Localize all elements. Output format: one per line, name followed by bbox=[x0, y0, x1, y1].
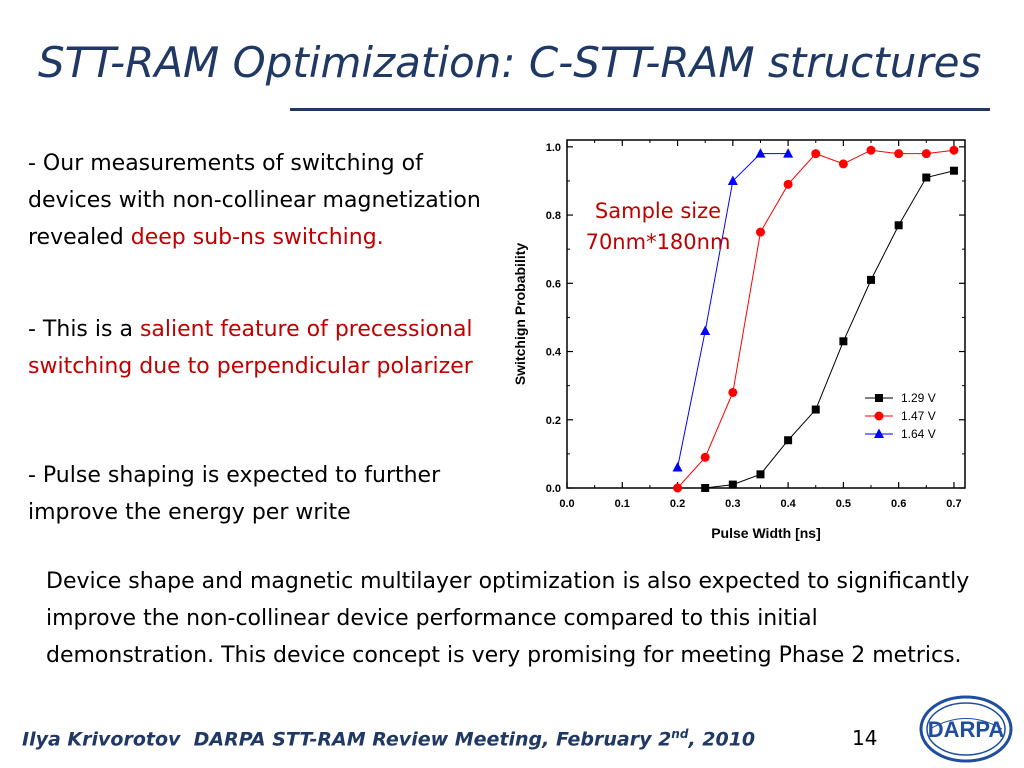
x-tick-label: 0.0 bbox=[559, 498, 574, 510]
bullet-text: - Our measurements of switching of devic… bbox=[28, 151, 481, 250]
data-point bbox=[866, 145, 876, 155]
x-tick-label: 0.3 bbox=[725, 498, 740, 510]
data-point bbox=[755, 148, 766, 158]
data-point bbox=[949, 145, 959, 155]
data-point bbox=[922, 173, 931, 182]
data-point bbox=[894, 221, 903, 230]
footer-meeting: DARPA STT-RAM Review Meeting, February 2 bbox=[193, 728, 672, 751]
y-tick-label: 1.0 bbox=[546, 142, 561, 154]
data-point bbox=[756, 470, 765, 479]
x-tick-label: 0.2 bbox=[670, 498, 685, 510]
y-tick-label: 0.2 bbox=[546, 415, 561, 427]
data-point bbox=[867, 275, 876, 284]
footer: Ilya Krivorotov DARPA STT-RAM Review Mee… bbox=[22, 727, 755, 750]
bullet-text: - This is a bbox=[28, 317, 140, 342]
bullet-text: - Pulse shaping is expected to further i… bbox=[28, 463, 441, 525]
sample-note-line: Sample size bbox=[594, 199, 722, 223]
series-line bbox=[705, 170, 955, 489]
data-point bbox=[784, 436, 793, 445]
y-tick-label: 0.6 bbox=[546, 278, 561, 290]
page-number: 14 bbox=[852, 726, 878, 750]
chart-container: 0.0 0.1 0.2 0.3 0.4 0.5 0.6 0.7 0.0 0.2 0.4 0.6 0.8 1… bbox=[505, 128, 975, 560]
svg-text:DARPA: DARPA bbox=[928, 717, 1005, 742]
data-point bbox=[728, 387, 738, 397]
legend-marker bbox=[874, 428, 884, 438]
bullet-item: - This is a salient feature of precessio… bbox=[28, 311, 508, 385]
plot-frame bbox=[566, 139, 966, 489]
footer-author: Ilya Krivorotov bbox=[22, 728, 181, 751]
data-point bbox=[700, 325, 711, 336]
bullet-item: - Pulse shaping is expected to further i… bbox=[28, 457, 508, 531]
y-tick-label: 0.0 bbox=[546, 483, 561, 495]
data-point bbox=[700, 452, 710, 462]
title-underline bbox=[290, 108, 990, 111]
darpa-logo: DARPA bbox=[919, 695, 1013, 763]
data-point bbox=[949, 166, 958, 175]
data-point bbox=[727, 175, 738, 185]
slide-title: STT-RAM Optimization: C-STT-RAM structur… bbox=[38, 38, 982, 87]
summary-paragraph: Device shape and magnetic multilayer opt… bbox=[46, 569, 970, 668]
legend-marker bbox=[875, 394, 883, 402]
sample-note-line: 70nm*180nm bbox=[585, 230, 731, 254]
legend-label: 1.47 V bbox=[901, 409, 936, 423]
x-axis-label: Pulse Width [ns] bbox=[711, 525, 821, 541]
x-tick-label: 0.4 bbox=[780, 498, 796, 510]
data-point bbox=[783, 148, 794, 158]
data-point bbox=[673, 483, 683, 493]
x-tick-label: 0.7 bbox=[946, 498, 961, 510]
legend-marker bbox=[874, 411, 884, 421]
x-tick-label: 0.6 bbox=[891, 498, 906, 510]
footer-superscript: nd bbox=[671, 727, 689, 741]
data-point bbox=[921, 149, 931, 159]
switching-probability-chart: 0.0 0.1 0.2 0.3 0.4 0.5 0.6 0.7 0.0 0.2 0.4 0.6 0.8 1… bbox=[512, 139, 966, 541]
y-tick-label: 0.8 bbox=[546, 210, 561, 222]
data-point bbox=[838, 159, 848, 169]
legend-label: 1.64 V bbox=[901, 427, 936, 441]
data-point bbox=[672, 462, 683, 472]
y-axis-label: Switchign Probability bbox=[512, 243, 528, 386]
data-point bbox=[728, 480, 737, 489]
bullet-highlight: deep sub-ns switching. bbox=[130, 225, 384, 250]
bullet-item: - Our measurements of switching of devic… bbox=[28, 145, 508, 256]
sample-size-annotation: Sample size 70nm*180nm bbox=[568, 196, 748, 258]
data-point bbox=[894, 149, 904, 159]
legend-label: 1.29 V bbox=[901, 391, 936, 405]
data-point bbox=[839, 337, 848, 346]
data-point bbox=[811, 149, 821, 159]
data-point bbox=[783, 179, 793, 189]
y-tick-label: 0.4 bbox=[546, 347, 562, 359]
data-point bbox=[811, 405, 820, 414]
x-tick-label: 0.1 bbox=[615, 498, 630, 510]
footer-year: , 2010 bbox=[688, 728, 756, 751]
x-tick-label: 0.5 bbox=[836, 498, 851, 510]
bullet-highlight: salient feature of precessional switchin… bbox=[28, 317, 473, 379]
data-point bbox=[701, 484, 710, 492]
data-point bbox=[755, 227, 765, 237]
